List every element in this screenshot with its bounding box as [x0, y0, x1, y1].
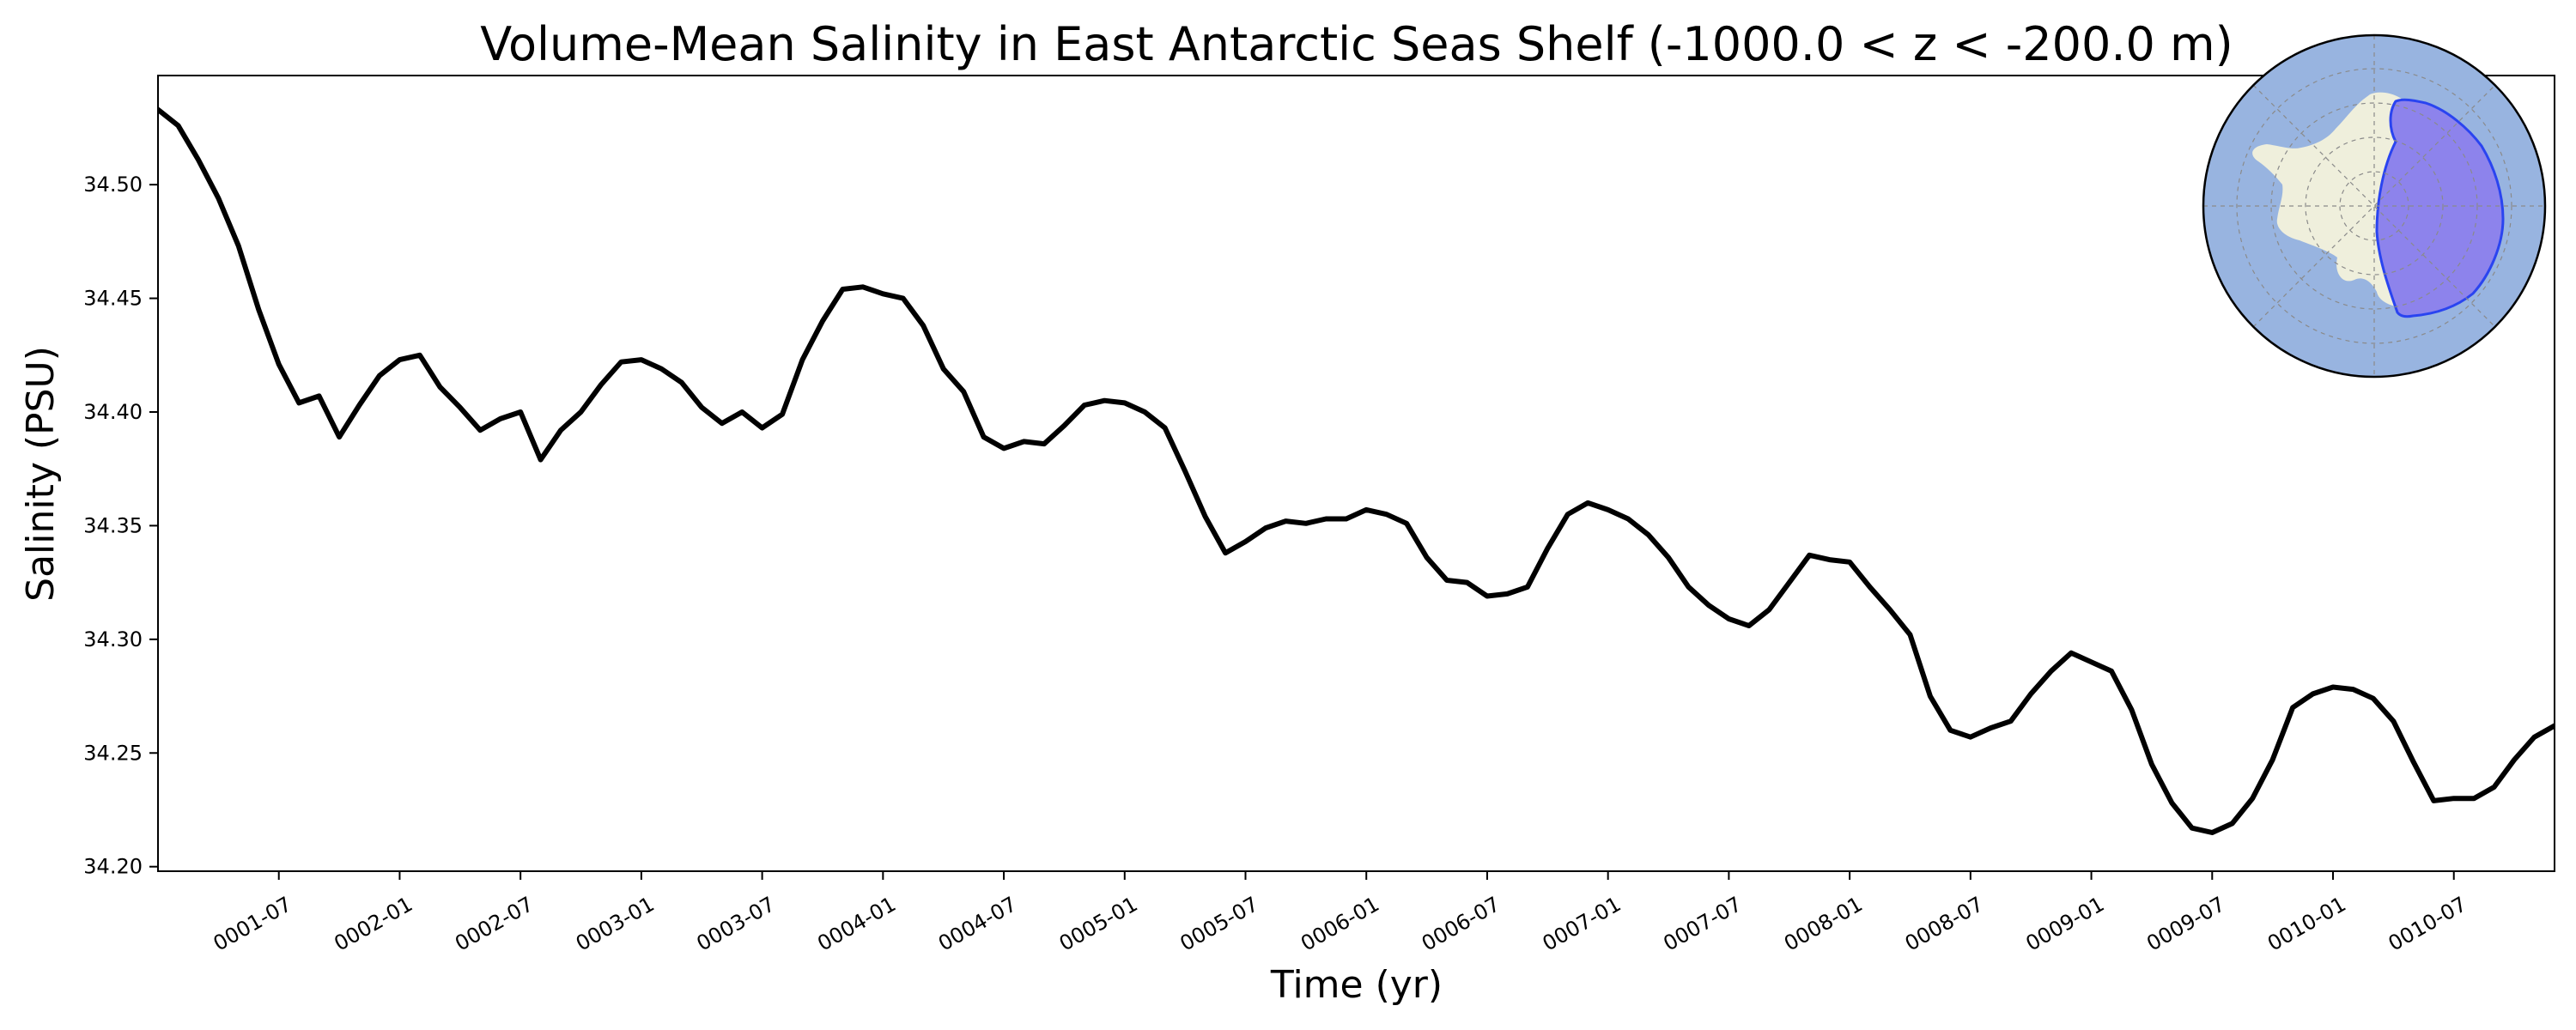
y-tick-label: 34.50	[83, 173, 143, 197]
plot-frame	[157, 75, 2555, 872]
plot-area: 34.20 34.25 34.30 34.35 34.40 34.45 34.50 0001…	[83, 75, 2555, 956]
y-axis: 34.20 34.25 34.30 34.35 34.40 34.45 34.50	[83, 173, 158, 879]
x-tick-label: 0008-07	[1901, 892, 1988, 955]
x-tick-label: 0003-07	[693, 892, 780, 955]
chart-title: Volume-Mean Salinity in East Antarctic S…	[480, 17, 2233, 71]
x-tick-label: 0003-01	[572, 892, 659, 955]
salinity-series-line	[158, 106, 2555, 835]
x-tick-label: 0007-07	[1659, 892, 1746, 955]
x-tick-label: 0009-01	[2022, 892, 2109, 955]
x-axis: 0001-07 0002-01 0002-07 0003-01 0003-07 0004-…	[210, 871, 2471, 956]
y-tick-label: 34.20	[83, 855, 143, 879]
y-axis-label: Salinity (PSU)	[19, 346, 63, 602]
x-tick-label: 0007-01	[1539, 892, 1625, 955]
x-tick-label: 0002-07	[451, 892, 538, 955]
inset-graticule	[2203, 35, 2545, 377]
x-tick-label: 0010-07	[2385, 892, 2471, 955]
x-tick-label: 0010-01	[2263, 892, 2350, 955]
x-tick-label: 0001-07	[210, 892, 296, 955]
x-tick-label: 0004-01	[813, 892, 900, 955]
x-tick-label: 0002-01	[330, 892, 416, 955]
x-tick-label: 0006-01	[1297, 892, 1383, 955]
inset-border	[2202, 33, 2547, 379]
x-tick-label: 0008-01	[1780, 892, 1867, 955]
x-tick-label: 0006-07	[1418, 892, 1504, 955]
y-tick-label: 34.30	[83, 627, 143, 651]
inset-map	[2202, 33, 2547, 379]
x-tick-label: 0005-01	[1055, 892, 1142, 955]
east-antarctic-shelf-region	[2375, 98, 2505, 318]
x-tick-label: 0004-07	[934, 892, 1021, 955]
y-tick-label: 34.45	[83, 287, 143, 311]
x-axis-label: Time (yr)	[1270, 963, 1443, 1007]
y-tick-label: 34.35	[83, 513, 143, 537]
y-tick-label: 34.25	[83, 741, 143, 765]
x-tick-label: 0005-07	[1176, 892, 1262, 955]
y-tick-label: 34.40	[83, 400, 143, 424]
x-tick-label: 0009-07	[2142, 892, 2229, 955]
